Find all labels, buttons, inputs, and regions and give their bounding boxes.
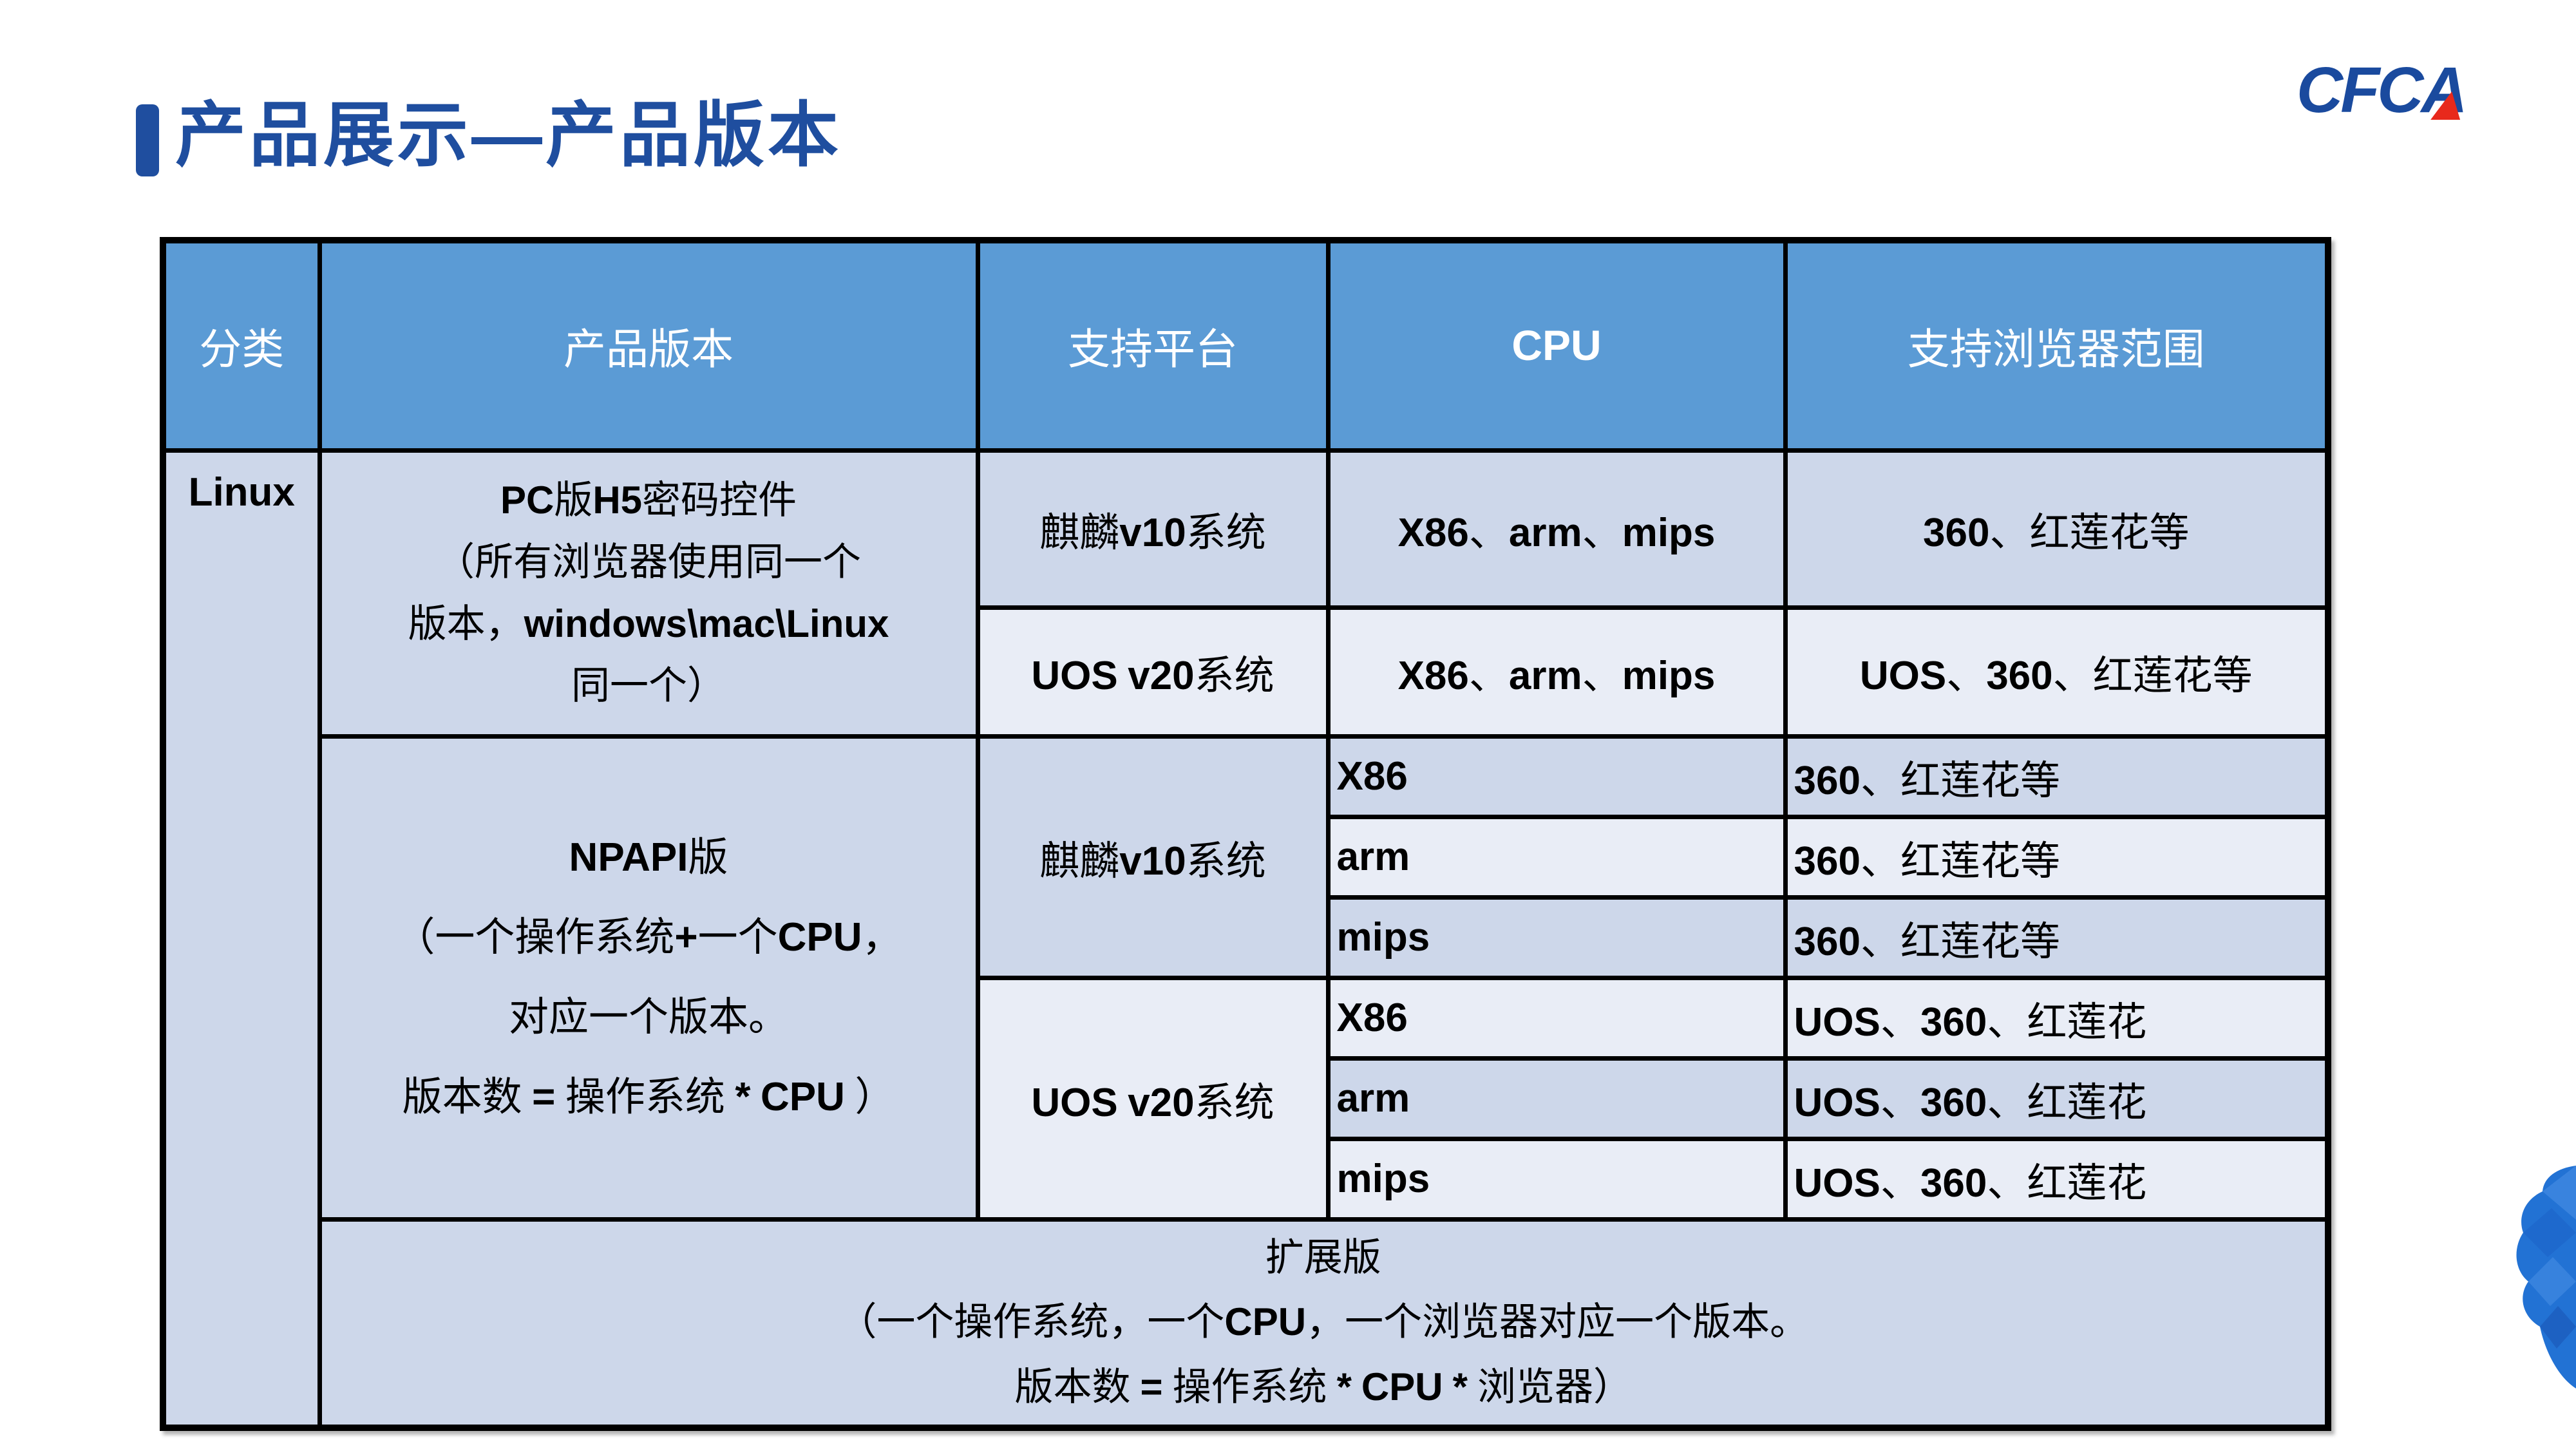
latin-text: windows\mac\Linux bbox=[524, 602, 889, 645]
latin-text: mips bbox=[1622, 511, 1716, 555]
latin-text: arm bbox=[1508, 511, 1582, 555]
header-cell-platform: 支持平台 bbox=[975, 238, 1331, 453]
cell-cpu-npapi-uos-arm: arm bbox=[1325, 1056, 1788, 1141]
latin-text: X86 bbox=[1336, 753, 1408, 799]
cell-browsers-h5-kylin: 360、红莲花等 bbox=[1783, 448, 2331, 610]
cell-cpu-h5-uos: X86、arm、mips bbox=[1325, 605, 1788, 739]
latin-text: arm bbox=[1508, 654, 1582, 698]
cell-browsers-npapi-uos-x86: UOS、360、红莲花 bbox=[1783, 975, 2331, 1061]
cell-browsers-npapi-uos-arm: UOS、360、红莲花 bbox=[1783, 1056, 2331, 1141]
latin-text: X86 bbox=[1397, 654, 1469, 698]
latin-text: UOS bbox=[1859, 654, 1947, 698]
table-row: NPAPI版 （一个操作系统+一个CPU， 对应一个版本。 版本数 = 操作系统… bbox=[163, 734, 2331, 1222]
latin-text: 360 bbox=[1923, 511, 1990, 555]
latin-text: mips bbox=[1622, 654, 1716, 698]
latin-text: CPU bbox=[1511, 321, 1602, 369]
header-cell-product-version: 产品版本 bbox=[317, 238, 980, 453]
cell-product-npapi: NPAPI版 （一个操作系统+一个CPU， 对应一个版本。 版本数 = 操作系统… bbox=[317, 734, 980, 1222]
cell-category-linux: Linux bbox=[160, 448, 322, 1430]
cell-cpu-npapi-uos-x86: X86 bbox=[1325, 975, 1788, 1061]
table-row: mips UOS、360、红莲花 bbox=[163, 1136, 2331, 1222]
cell-product-h5: PC版H5密码控件 （所有浏览器使用同一个 版本，windows\mac\Lin… bbox=[317, 448, 980, 739]
latin-text: H5 bbox=[592, 478, 643, 522]
latin-text: 360 bbox=[1986, 654, 2053, 698]
cell-cpu-npapi-uos-mips: mips bbox=[1325, 1136, 1788, 1222]
latin-text: * bbox=[1336, 1365, 1352, 1409]
table-header-row: 分类 产品版本 支持平台 CPU 支持浏览器范围 bbox=[160, 238, 2331, 453]
latin-text: v20 bbox=[1128, 1080, 1195, 1125]
latin-text: arm bbox=[1336, 1075, 1410, 1121]
cell-cpu-npapi-kylin-mips: mips bbox=[1325, 895, 1788, 980]
latin-text: v20 bbox=[1128, 654, 1195, 698]
cell-browsers-npapi-kylin-mips: 360、红莲花等 bbox=[1783, 895, 2331, 980]
latin-text: 360 bbox=[1794, 919, 1861, 964]
latin-text: X86 bbox=[1336, 995, 1408, 1040]
product-version-table-wrap: 分类 产品版本 支持平台 CPU 支持浏览器范围 Linux PC版H5密码控件… bbox=[160, 237, 2331, 1431]
latin-text: 360 bbox=[1920, 1160, 1987, 1206]
table-row: UOS v20系统 X86、arm、mips UOS、360、红莲花等 bbox=[163, 605, 2331, 739]
cfca-logo: CFCA bbox=[2297, 52, 2468, 122]
table-row: UOS v20系统 X86 UOS、360、红莲花 bbox=[163, 975, 2331, 1222]
corner-decoration-graphic bbox=[2516, 1166, 2576, 1388]
cell-platform-h5-uos: UOS v20系统 bbox=[975, 605, 1331, 739]
latin-text: 360 bbox=[1920, 999, 1987, 1045]
latin-text: UOS bbox=[1031, 1080, 1118, 1125]
table-row: Linux PC版H5密码控件 （所有浏览器使用同一个 版本，windows\m… bbox=[160, 448, 2331, 1430]
latin-text: UOS bbox=[1794, 1160, 1880, 1206]
latin-text: PC bbox=[500, 478, 554, 522]
latin-text: Linux bbox=[188, 469, 295, 515]
latin-text: 360 bbox=[1794, 758, 1861, 803]
cell-browsers-h5-uos: UOS、360、红莲花等 bbox=[1783, 605, 2331, 739]
latin-text: CPU bbox=[1224, 1300, 1307, 1344]
page-title: 产品展示—产品版本 bbox=[175, 96, 842, 175]
cell-browsers-npapi-kylin-arm: 360、红莲花等 bbox=[1783, 814, 2331, 900]
latin-text: UOS bbox=[1794, 999, 1880, 1045]
latin-text: 360 bbox=[1920, 1080, 1987, 1125]
latin-text: v10 bbox=[1119, 838, 1186, 884]
latin-text: mips bbox=[1336, 1156, 1430, 1201]
latin-text: arm bbox=[1336, 834, 1410, 879]
cell-cpu-h5-kylin: X86、arm、mips bbox=[1325, 448, 1788, 610]
latin-text: v10 bbox=[1119, 511, 1186, 555]
cell-cpu-npapi-kylin-arm: arm bbox=[1325, 814, 1788, 900]
latin-text: * bbox=[1452, 1365, 1468, 1409]
latin-text: CPU bbox=[1361, 1365, 1443, 1409]
table-row: mips 360、红莲花等 bbox=[163, 895, 2331, 980]
header-cell-browsers: 支持浏览器范围 bbox=[1783, 238, 2331, 453]
table-row: arm UOS、360、红莲花 bbox=[163, 1056, 2331, 1141]
cell-platform-h5-kylin: 麒麟v10系统 bbox=[975, 448, 1331, 610]
header-cell-category: 分类 bbox=[160, 238, 322, 453]
latin-text: = bbox=[532, 1075, 556, 1119]
cell-product-extended: 扩展版 （一个操作系统，一个CPU，一个浏览器对应一个版本。 版本数 = 操作系… bbox=[317, 1217, 2331, 1430]
latin-text: UOS bbox=[1794, 1080, 1880, 1125]
title-accent-bar bbox=[136, 104, 159, 176]
latin-text: + bbox=[674, 915, 698, 960]
product-version-table: 分类 产品版本 支持平台 CPU 支持浏览器范围 Linux PC版H5密码控件… bbox=[160, 237, 2331, 1431]
table-row: 扩展版 （一个操作系统，一个CPU，一个浏览器对应一个版本。 版本数 = 操作系… bbox=[163, 1217, 2331, 1430]
cell-platform-npapi-uos: UOS v20系统 bbox=[975, 975, 1331, 1222]
latin-text: = bbox=[1140, 1365, 1163, 1409]
cell-browsers-npapi-uos-mips: UOS、360、红莲花 bbox=[1783, 1136, 2331, 1222]
latin-text: CPU bbox=[760, 1075, 845, 1119]
cell-browsers-npapi-kylin-x86: 360、红莲花等 bbox=[1783, 734, 2331, 819]
latin-text: X86 bbox=[1397, 511, 1469, 555]
header-cell-cpu: CPU bbox=[1325, 238, 1788, 453]
cell-platform-npapi-kylin: 麒麟v10系统 bbox=[975, 734, 1331, 980]
cell-cpu-npapi-kylin-x86: X86 bbox=[1325, 734, 1788, 819]
table-row: arm 360、红莲花等 bbox=[163, 814, 2331, 900]
latin-text: 360 bbox=[1794, 838, 1861, 884]
latin-text: CPU bbox=[777, 915, 862, 960]
latin-text: * bbox=[735, 1075, 751, 1119]
latin-text: NPAPI bbox=[569, 835, 688, 880]
latin-text: mips bbox=[1336, 914, 1430, 960]
latin-text: UOS bbox=[1031, 654, 1118, 698]
